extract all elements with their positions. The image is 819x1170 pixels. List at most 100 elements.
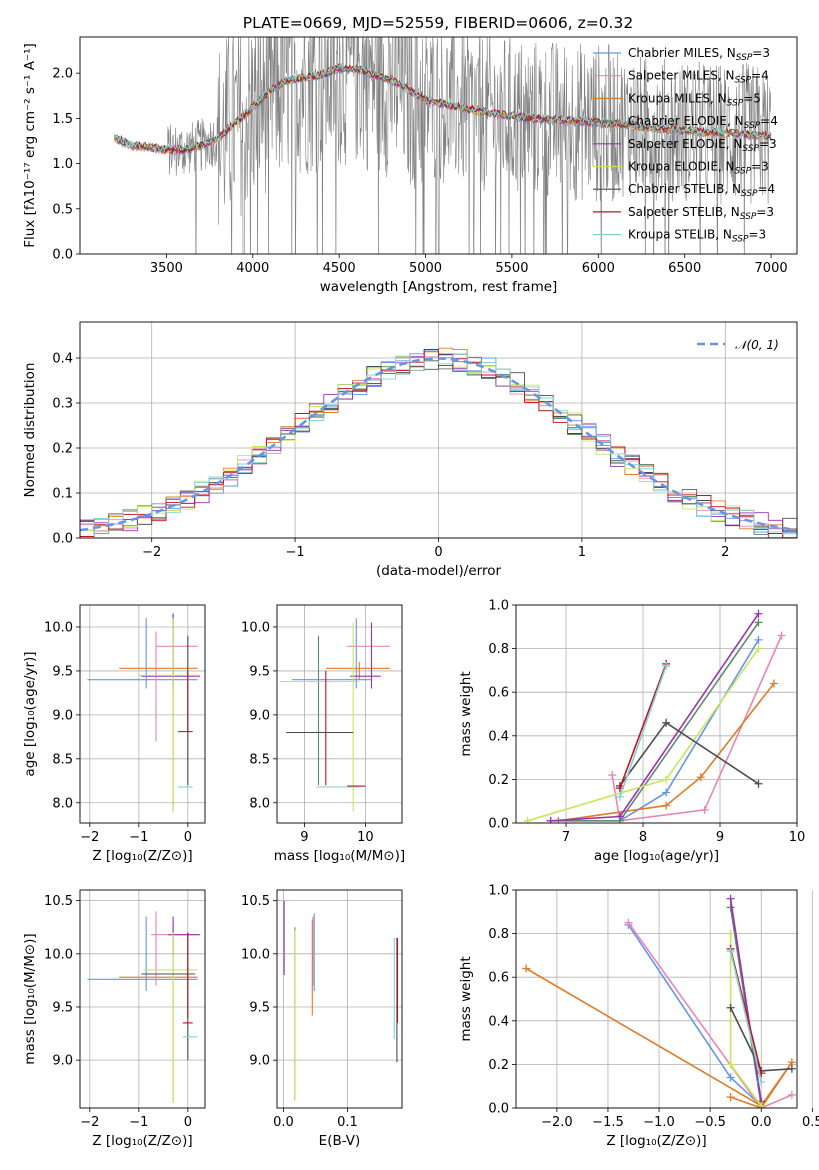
- plot-area: [87, 911, 201, 1103]
- x-axis-label: E(B-V): [319, 1133, 361, 1149]
- y-tick-label: 10.5: [44, 894, 73, 909]
- y-tick-label: 9.0: [52, 1054, 73, 1069]
- mass-weight-series: [729, 950, 762, 1082]
- x-tick-label: 0.5: [802, 1115, 819, 1130]
- legend-entry: Kroupa ELODIE, NSSP=3: [628, 160, 769, 177]
- legend-entry: Salpeter ELODIE, NSSP=3: [628, 137, 777, 154]
- plot-area: [87, 613, 201, 812]
- x-axis-label: wavelength [Angstrom, rest frame]: [320, 279, 558, 295]
- chart-title: PLATE=0669, MJD=52559, FIBERID=0606, z=0…: [243, 14, 633, 32]
- gridlines: [277, 605, 402, 823]
- x-tick-label: 9: [300, 830, 308, 845]
- axes-frame: [79, 889, 206, 1109]
- y-tick-label: 10.0: [241, 620, 270, 635]
- x-tick-label: 2: [721, 545, 729, 560]
- data-point-marker: [522, 964, 531, 973]
- observed-spectrum-line: [114, 37, 771, 254]
- x-tick-label: 0: [184, 830, 192, 845]
- x-tick-label: 4500: [323, 261, 356, 276]
- y-axis-label: mass weight: [458, 956, 474, 1041]
- mass-weight-series: [558, 683, 775, 822]
- model-line-9: [114, 62, 772, 153]
- y-tick-label: 1.0: [488, 599, 509, 614]
- data-point-marker: [769, 679, 778, 688]
- data-point-marker: [726, 1003, 735, 1012]
- y-tick-label: 9.5: [249, 664, 270, 679]
- y-tick-label: 9.0: [249, 708, 270, 723]
- y-tick-label: 9.0: [52, 708, 73, 723]
- axes-frame: [276, 889, 403, 1109]
- data-point-marker: [726, 1073, 735, 1082]
- y-tick-label: 1.0: [52, 157, 73, 172]
- data-point-marker: [615, 792, 624, 801]
- x-tick-label: 6500: [668, 261, 701, 276]
- x-tick-label: −1: [129, 830, 148, 845]
- plot-area: [280, 618, 390, 812]
- y-tick-label: 0.0: [52, 532, 73, 547]
- y-axis-label: age [log₁₀(age/yr)]: [22, 651, 38, 776]
- y-axis-label: Normed distribution: [22, 363, 38, 498]
- x-tick-label: 10: [789, 830, 806, 845]
- histogram-step-9: [80, 354, 797, 538]
- data-point-marker: [662, 662, 671, 671]
- normal-distribution-curve: [80, 357, 797, 532]
- x-tick-label: −1.0: [643, 1115, 675, 1130]
- data-point-marker: [757, 1101, 766, 1108]
- y-tick-label: 8.0: [249, 796, 270, 811]
- y-tick-label: 0.4: [488, 729, 509, 744]
- panel-mw-vs-Z: −2.0 −1.5 −1.0 −0.5 0.0 0.5 0.0 0.2 0.4 0.6 0.8 1.0…: [458, 884, 819, 1150]
- y-tick-label: 2.0: [52, 67, 73, 82]
- x-tick-label: 0.0: [751, 1115, 772, 1130]
- y-tick-label: 1.0: [488, 884, 509, 899]
- data-point-marker: [662, 718, 671, 727]
- panel-mw-vs-age: 7 8 9 10 0.0 0.2 0.4 0.6 0.8 1.0 age [log₁₀(age/yr…: [458, 599, 805, 865]
- data-point-marker: [696, 773, 705, 782]
- x-axis-label: (data-model)/error: [376, 563, 502, 579]
- legend-entry: Chabrier STELIB, NSSP=4: [628, 182, 775, 199]
- y-axis-label: mass [log₁₀(M/M⊙)]: [22, 933, 38, 1064]
- data-point-marker: [523, 816, 532, 823]
- plot-area: [283, 900, 399, 1101]
- mass-weight-series: [619, 665, 667, 798]
- x-tick-label: 0.0: [273, 1115, 294, 1130]
- data-point-marker: [754, 635, 763, 644]
- x-tick-label: 5500: [495, 261, 528, 276]
- x-axis-label: mass [log₁₀(M/M⊙)]: [274, 848, 405, 864]
- x-tick-label: −1: [129, 1115, 148, 1130]
- y-axis-label: Flux [fλ10⁻¹⁷ erg cm⁻² s⁻¹ A⁻¹]: [22, 43, 38, 248]
- x-tick-label: −2.0: [541, 1115, 573, 1130]
- x-axis-label: age [log₁₀(age/yr)]: [594, 848, 719, 864]
- data-point-marker: [754, 779, 763, 788]
- x-tick-label: 6000: [582, 261, 615, 276]
- x-tick-label: 1: [578, 545, 586, 560]
- legend-entry: Chabrier ELODIE, NSSP=4: [628, 114, 778, 131]
- legend: 𝒩(0, 1): [697, 338, 779, 352]
- plot-area: [114, 37, 772, 254]
- x-tick-label: −1.5: [592, 1115, 624, 1130]
- y-tick-label: 0.2: [488, 1058, 509, 1073]
- panel-residuals: −2 −1 0 1 2 0.0 0.1 0.2 0.3 0.4 (data-model)/error…: [22, 321, 798, 579]
- y-tick-label: 0.0: [488, 817, 509, 832]
- x-tick-label: 0.1: [337, 1115, 358, 1130]
- data-point-marker: [700, 805, 709, 814]
- y-tick-label: 0.8: [488, 642, 509, 657]
- y-tick-label: 0.2: [488, 773, 509, 788]
- legend-entry: 𝒩(0, 1): [735, 338, 779, 352]
- y-tick-label: 8.5: [52, 752, 73, 767]
- legend-entry: Salpeter MILES, NSSP=4: [628, 69, 769, 86]
- y-tick-label: 0.4: [52, 352, 73, 367]
- y-tick-label: 0.6: [488, 971, 509, 986]
- data-point-marker: [726, 1060, 735, 1069]
- y-tick-label: 9.5: [52, 664, 73, 679]
- x-tick-label: 0: [184, 1115, 192, 1130]
- legend-entry: Salpeter STELIB, NSSP=3: [628, 205, 774, 222]
- x-tick-label: 5000: [409, 261, 442, 276]
- plot-area: [523, 609, 786, 823]
- x-axis-label: Z [log₁₀(Z/Z⊙)]: [92, 848, 192, 864]
- mass-weight-series: [619, 663, 667, 789]
- y-tick-label: 10.5: [241, 894, 270, 909]
- plot-area: [80, 347, 797, 538]
- y-axis-label: mass weight: [458, 671, 474, 756]
- data-point-marker: [726, 1093, 735, 1102]
- legend-entry: Kroupa STELIB, NSSP=3: [628, 228, 766, 245]
